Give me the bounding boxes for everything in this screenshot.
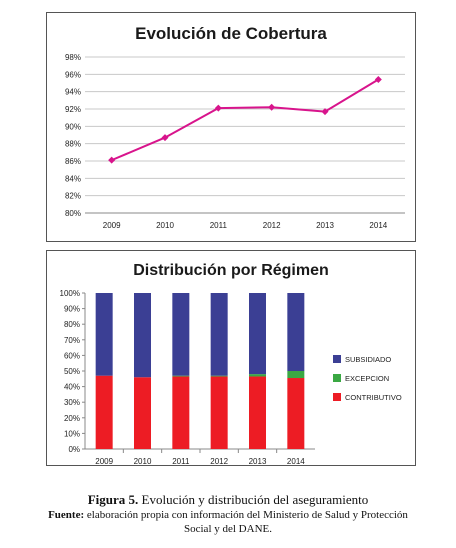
chart-title: Evolución de Cobertura [135, 24, 327, 43]
x-tick-label: 2011 [210, 221, 228, 230]
y-tick-label: 40% [64, 383, 80, 392]
x-tick-label: 2013 [316, 221, 334, 230]
source-label: Fuente: [48, 509, 85, 521]
y-tick-label: 92% [65, 105, 81, 114]
x-tick-label: 2012 [263, 221, 281, 230]
regime-stacked-bar-chart: Distribución por Régimen 0% 10% 20% 30% 40% 50… [60, 262, 402, 465]
x-tick-label: 2014 [287, 457, 305, 465]
bar-segment-contributivo [210, 376, 228, 449]
x-tick-label: 2012 [210, 457, 228, 465]
x-tick-label: 2011 [172, 457, 190, 465]
coverage-line-chart: Evolución de Cobertura 80% 82% 84% 86% 88% 90%… [65, 24, 405, 230]
data-point-marker [214, 104, 222, 112]
y-tick-label: 88% [65, 140, 81, 149]
legend-swatch [333, 355, 341, 363]
y-tick-label: 100% [60, 289, 80, 298]
data-point-marker [268, 103, 276, 111]
y-tick-label: 80% [65, 209, 81, 218]
y-tick-label: 30% [64, 398, 80, 407]
bar-segment-contributivo [95, 375, 113, 449]
bar-segment-contributivo [134, 377, 151, 449]
y-tick-label: 10% [64, 429, 80, 438]
data-point-marker [321, 108, 329, 116]
y-tick-label: 96% [65, 70, 81, 79]
bar-segment-excepcion [287, 371, 305, 379]
legend-label: CONTRIBUTIVO [345, 393, 402, 402]
x-tick-label: 2013 [249, 457, 267, 465]
x-tick-label: 2010 [156, 221, 174, 230]
y-tick-label: 84% [65, 174, 81, 183]
y-tick-label: 82% [65, 192, 81, 201]
bar-segment-contributivo [249, 376, 266, 449]
bar-segment-subsidiado [95, 293, 113, 376]
y-tick-label: 60% [64, 351, 80, 360]
y-tick-label: 98% [65, 53, 81, 62]
bar-segment-subsidiado [249, 293, 266, 375]
y-tick-label: 0% [68, 445, 80, 454]
legend-label: EXCEPCION [345, 374, 389, 383]
y-tick-label: 86% [65, 157, 81, 166]
y-tick-label: 20% [64, 414, 80, 423]
y-tick-label: 90% [65, 122, 81, 131]
y-tick-label: 90% [64, 305, 80, 314]
figure-text: Evolución y distribución del aseguramien… [138, 492, 369, 507]
bar-segment-subsidiado [210, 293, 228, 376]
bar-segment-excepcion [210, 375, 228, 377]
x-tick-label: 2009 [103, 221, 121, 230]
bar-segment-subsidiado [172, 293, 190, 376]
data-point-marker [374, 76, 382, 84]
x-tick-label: 2009 [95, 457, 113, 465]
bar-segment-contributivo [172, 376, 190, 449]
bar-segment-subsidiado [134, 293, 151, 378]
data-point-marker [108, 156, 116, 164]
figure-label: Figura 5. [87, 492, 139, 507]
y-tick-label: 80% [64, 320, 80, 329]
legend-swatch [333, 374, 341, 382]
legend-label: SUBSIDIADO [345, 355, 391, 364]
source-text: elaboración propia con información del M… [84, 509, 408, 535]
regime-chart-panel: Distribución por Régimen 0% 10% 20% 30% 40% 50… [46, 250, 416, 466]
bar-segment-excepcion [249, 374, 266, 377]
coverage-series-line [111, 78, 379, 162]
legend-swatch [333, 393, 341, 401]
figure-caption: Figura 5. Evolución y distribución del a… [0, 492, 456, 508]
chart-title: Distribución por Régimen [133, 262, 329, 279]
y-tick-label: 50% [64, 367, 80, 376]
data-point-marker [161, 134, 169, 142]
source-caption: Fuente: elaboración propia con informaci… [0, 508, 456, 536]
x-tick-label: 2010 [134, 457, 152, 465]
x-tick-label: 2014 [369, 221, 387, 230]
coverage-chart-panel: Evolución de Cobertura 80% 82% 84% 86% 88% 90%… [46, 12, 416, 242]
y-tick-label: 94% [65, 88, 81, 97]
bar-segment-excepcion [172, 375, 190, 377]
bar-segment-subsidiado [287, 293, 305, 371]
y-tick-label: 70% [64, 336, 80, 345]
bar-segment-contributivo [287, 378, 305, 449]
